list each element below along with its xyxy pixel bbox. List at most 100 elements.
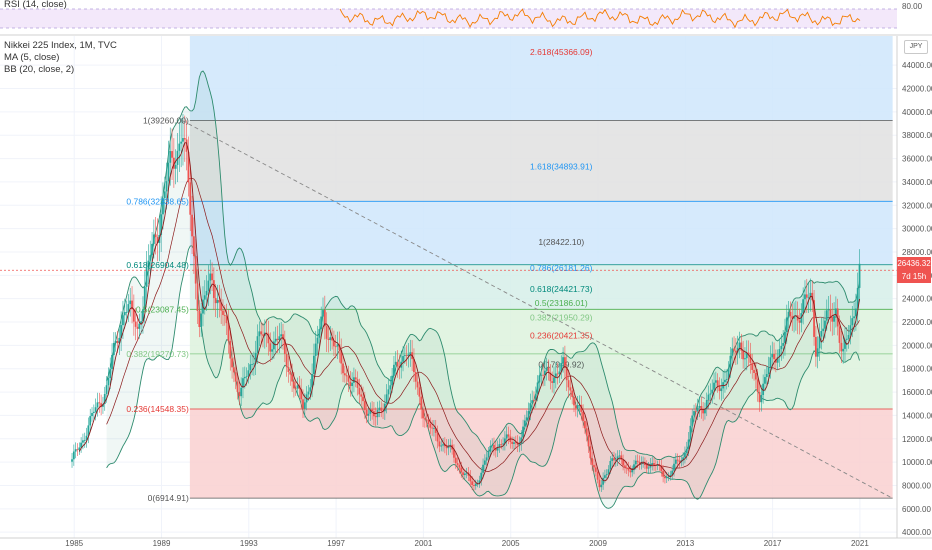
y-axis[interactable]: 4000.00 6000.00 8000.00 10000.00 12000.00 140…	[902, 61, 932, 537]
candle-body	[664, 476, 666, 479]
candle-body	[674, 459, 677, 464]
candle-body	[196, 283, 199, 312]
candle-body	[458, 464, 461, 468]
candle-body	[711, 389, 714, 394]
candle-body	[487, 451, 490, 458]
candle-body	[340, 350, 343, 364]
candle-body	[323, 310, 326, 327]
candle-body	[853, 316, 855, 319]
x-tick-label-3: 1997	[327, 539, 345, 548]
candle-body	[671, 470, 674, 475]
trend-line[interactable]	[182, 120, 893, 499]
candle-body	[469, 475, 472, 482]
candle-body	[85, 435, 88, 441]
candle-body	[851, 318, 854, 326]
candle-body	[229, 340, 232, 359]
candle-body	[718, 385, 721, 392]
candle-body	[427, 419, 430, 425]
candle-body	[403, 355, 406, 357]
ma-legend[interactable]: MA (5, close)	[4, 52, 60, 63]
current-price-tag: 26436.32	[897, 257, 931, 270]
candle-body	[349, 381, 352, 387]
candle-body	[358, 387, 361, 395]
candle-body	[684, 452, 686, 458]
candle-body	[183, 138, 186, 140]
candle-body	[318, 329, 321, 338]
candle-body	[112, 342, 115, 356]
candle-body	[523, 420, 526, 427]
candle-body	[405, 355, 408, 357]
candle-body	[243, 376, 246, 379]
candle-body	[609, 460, 612, 470]
candle-body	[176, 150, 179, 165]
candle-body	[200, 313, 203, 328]
candle-body	[825, 310, 828, 321]
y-tick-label-17: 38000.00	[902, 131, 932, 140]
y-tick-label-5: 14000.00	[902, 411, 932, 420]
candle-body	[673, 463, 675, 471]
candle-body	[254, 353, 257, 364]
candle-body	[700, 405, 703, 410]
candle-body	[536, 382, 539, 395]
fib-extension-label-2: 1(28422.10)	[538, 237, 584, 247]
x-axis[interactable]: 1985 1989 1993 1997 2001 2005 2009 2013 2017 2021	[65, 539, 869, 548]
candle-body	[365, 409, 368, 416]
y-tick-label-12: 28000.00	[902, 248, 932, 257]
candle-body	[171, 151, 173, 158]
candle-body	[462, 472, 464, 476]
candle-body	[252, 363, 255, 365]
y-tick-label-8: 20000.00	[902, 341, 932, 350]
candle-body	[629, 470, 632, 473]
candle-body	[720, 388, 723, 392]
candle-body	[858, 263, 861, 288]
candle-body	[307, 391, 310, 395]
candle-body	[71, 459, 73, 462]
candle-body	[169, 151, 172, 163]
candle-body	[156, 237, 159, 243]
currency-badge[interactable]: JPY	[904, 40, 928, 54]
candle-body	[289, 372, 292, 375]
candle-body	[100, 403, 103, 407]
x-tick-label-0: 1985	[65, 539, 83, 548]
candle-body	[733, 348, 735, 351]
candle-body	[454, 457, 457, 464]
symbol-legend[interactable]: Nikkei 225 Index, 1M, TVC	[4, 40, 117, 51]
bb-legend[interactable]: BB (20, close, 2)	[4, 64, 75, 75]
candle-body	[185, 139, 188, 152]
candle-body	[511, 441, 514, 444]
candle-body	[440, 445, 443, 447]
fib-extension-label-0: 2.618(45366.09)	[530, 47, 593, 57]
candle-body	[804, 294, 806, 300]
candle-body	[282, 334, 284, 340]
candle-body	[494, 448, 497, 451]
rsi-legend[interactable]: RSI (14, close)	[4, 0, 67, 10]
candle-body	[631, 470, 634, 473]
candle-body	[276, 338, 279, 341]
fib-zone-0	[189, 36, 893, 121]
candle-body	[827, 309, 830, 311]
candle-body	[578, 404, 581, 406]
candle-body	[556, 373, 559, 375]
candle-body	[278, 336, 281, 341]
candle-body	[554, 373, 557, 378]
candle-body	[540, 374, 543, 376]
candle-body	[333, 340, 335, 347]
candle-body	[833, 315, 835, 322]
candle-body	[245, 376, 248, 378]
candle-body	[565, 367, 568, 381]
candle-body	[362, 396, 364, 402]
candle-body	[311, 373, 313, 388]
candle-body	[576, 405, 579, 409]
candle-body	[782, 342, 785, 346]
candle-body	[818, 336, 821, 349]
candle-body	[376, 410, 379, 418]
candle-body	[316, 337, 319, 344]
candle-body	[502, 443, 504, 445]
candle-body	[638, 461, 641, 464]
candle-body	[620, 455, 623, 460]
candle-body	[116, 340, 119, 344]
candle-body	[676, 459, 679, 461]
candle-body	[280, 334, 283, 337]
candle-body	[849, 325, 852, 336]
